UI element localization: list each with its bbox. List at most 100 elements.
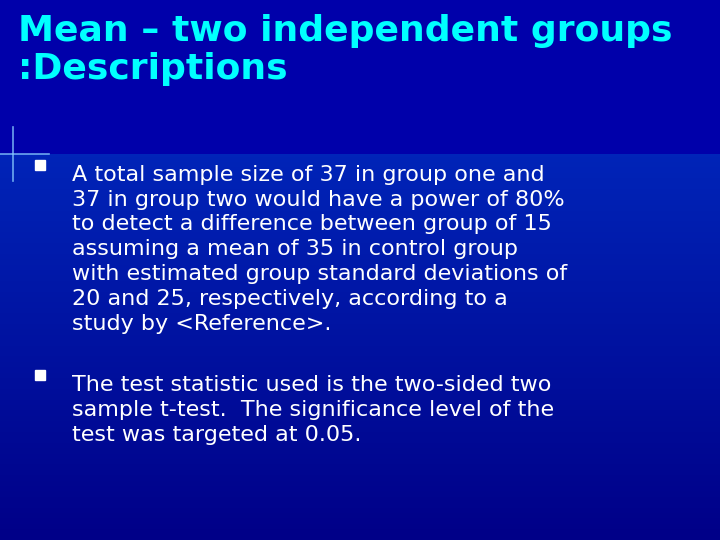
- Bar: [0, 265, 720, 270]
- Bar: [0, 475, 720, 481]
- Bar: [0, 232, 720, 238]
- Bar: [0, 162, 720, 167]
- Bar: [0, 16, 720, 22]
- Bar: [0, 443, 720, 448]
- Bar: [0, 119, 720, 124]
- Bar: [0, 432, 720, 437]
- Bar: [0, 416, 720, 421]
- Bar: [0, 103, 720, 108]
- Bar: [0, 454, 720, 459]
- Bar: [0, 227, 720, 232]
- Bar: [0, 367, 720, 373]
- Bar: [0, 221, 720, 227]
- Bar: [0, 254, 720, 259]
- Bar: [0, 0, 720, 154]
- Bar: [0, 313, 720, 319]
- Bar: [0, 38, 720, 43]
- Bar: [0, 302, 720, 308]
- Bar: [0, 65, 720, 70]
- Bar: [0, 32, 720, 38]
- Bar: [0, 43, 720, 49]
- Bar: [0, 70, 720, 76]
- Bar: [0, 470, 720, 475]
- Bar: [0, 86, 720, 92]
- Bar: [0, 130, 720, 135]
- Bar: [0, 205, 720, 211]
- Bar: [0, 464, 720, 470]
- Bar: [0, 81, 720, 86]
- Bar: [0, 340, 720, 346]
- Text: A total sample size of 37 in group one and
37 in group two would have a power of: A total sample size of 37 in group one a…: [72, 165, 567, 334]
- Bar: [0, 524, 720, 529]
- Bar: [0, 292, 720, 297]
- Bar: [0, 178, 720, 184]
- Bar: [0, 22, 720, 27]
- Bar: [0, 11, 720, 16]
- Bar: [0, 243, 720, 248]
- Bar: [0, 335, 720, 340]
- Bar: [0, 378, 720, 383]
- Bar: [0, 319, 720, 324]
- Bar: [0, 76, 720, 81]
- Bar: [0, 286, 720, 292]
- Bar: [0, 248, 720, 254]
- Bar: [0, 508, 720, 513]
- Bar: [0, 238, 720, 243]
- Bar: [0, 481, 720, 486]
- Bar: [0, 135, 720, 140]
- Bar: [0, 459, 720, 464]
- Bar: [0, 297, 720, 302]
- Bar: [0, 54, 720, 59]
- Text: The test statistic used is the two-sided two
sample t-test.  The significance le: The test statistic used is the two-sided…: [72, 375, 554, 445]
- Bar: [0, 59, 720, 65]
- Bar: [0, 92, 720, 97]
- Bar: [0, 0, 720, 5]
- Bar: [0, 329, 720, 335]
- Bar: [0, 184, 720, 189]
- Bar: [0, 535, 720, 540]
- Bar: [0, 113, 720, 119]
- Bar: [0, 351, 720, 356]
- Bar: [0, 448, 720, 454]
- Bar: [0, 108, 720, 113]
- Bar: [0, 346, 720, 351]
- Bar: [0, 173, 720, 178]
- Bar: [0, 421, 720, 427]
- Bar: [0, 502, 720, 508]
- Bar: [0, 394, 720, 400]
- Bar: [0, 400, 720, 405]
- Bar: [0, 389, 720, 394]
- Bar: [0, 410, 720, 416]
- Bar: [0, 151, 720, 157]
- Bar: [0, 194, 720, 200]
- Bar: [0, 211, 720, 216]
- Text: Mean – two independent groups
:Descriptions: Mean – two independent groups :Descripti…: [18, 14, 672, 85]
- Bar: [0, 189, 720, 194]
- Bar: [0, 308, 720, 313]
- Bar: [0, 124, 720, 130]
- Bar: [0, 281, 720, 286]
- Bar: [0, 491, 720, 497]
- Bar: [0, 5, 720, 11]
- Bar: [0, 49, 720, 54]
- Bar: [0, 518, 720, 524]
- Bar: [0, 200, 720, 205]
- Bar: [0, 427, 720, 432]
- Bar: [0, 324, 720, 329]
- Bar: [0, 356, 720, 362]
- Bar: [0, 27, 720, 32]
- Bar: [0, 97, 720, 103]
- Bar: [0, 497, 720, 502]
- Bar: [0, 513, 720, 518]
- Bar: [0, 275, 720, 281]
- Bar: [0, 437, 720, 443]
- Bar: [0, 362, 720, 367]
- Bar: [0, 373, 720, 378]
- Bar: [0, 216, 720, 221]
- Bar: [0, 157, 720, 162]
- Bar: [0, 383, 720, 389]
- Bar: [0, 167, 720, 173]
- Bar: [0, 259, 720, 265]
- Bar: [0, 529, 720, 535]
- Bar: [0, 486, 720, 491]
